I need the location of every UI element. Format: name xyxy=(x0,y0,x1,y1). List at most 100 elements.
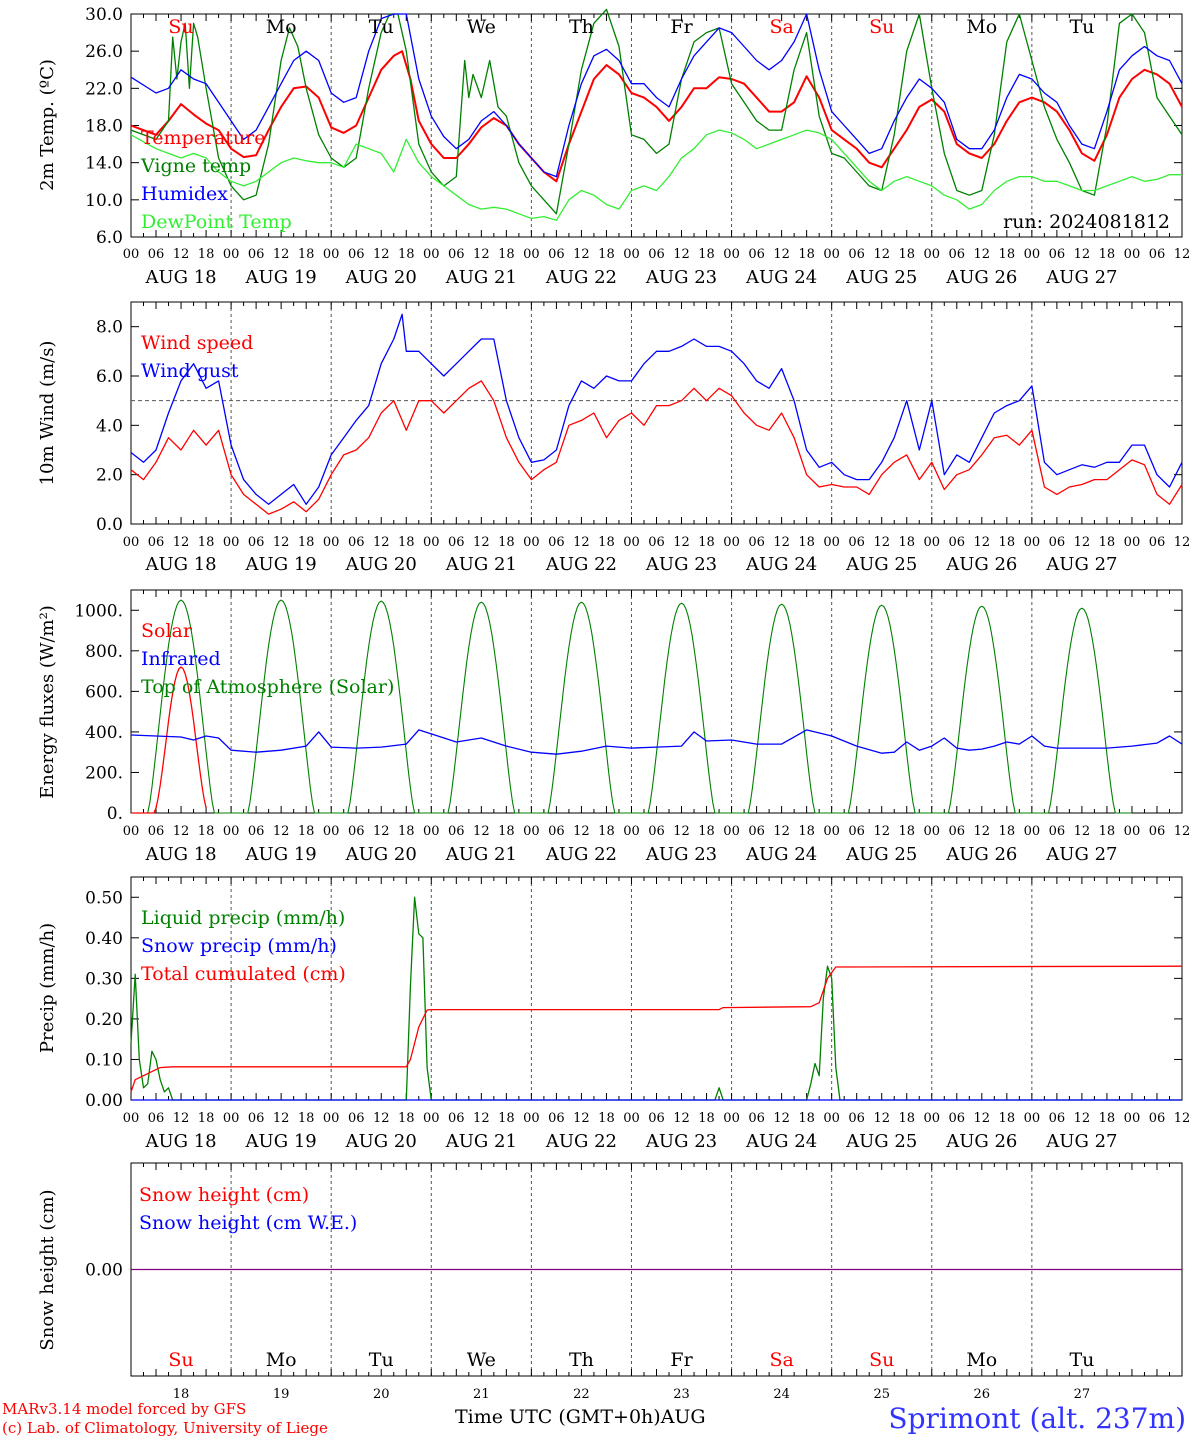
date-label: AUG 20 xyxy=(345,554,417,575)
hour-tick-label: 12 xyxy=(1074,1111,1091,1126)
y-axis-label: Snow height (cm) xyxy=(37,1189,58,1350)
hour-tick-label: 12 xyxy=(373,247,390,262)
hour-tick-label: 00 xyxy=(1024,824,1041,839)
hour-tick-label: 18 xyxy=(898,247,915,262)
weekday-label-bottom: Fr xyxy=(670,1349,693,1371)
legend-entry: Wind gust xyxy=(141,360,239,382)
x-axis-title: Time UTC (GMT+0h)AUG xyxy=(455,1406,706,1428)
hour-tick-label: 12 xyxy=(673,1111,690,1126)
hour-tick-label: 18 xyxy=(498,535,515,550)
series-line-temperature xyxy=(130,50,1183,183)
hour-tick-label: 06 xyxy=(848,247,865,262)
y-tick-label: 14.0 xyxy=(85,154,123,174)
weekday-label-bottom: Tu xyxy=(369,1349,394,1371)
weekday-label-bottom: Mo xyxy=(266,1349,297,1371)
date-label: AUG 25 xyxy=(845,267,917,288)
hour-tick-label: 18 xyxy=(698,247,715,262)
plot-frame xyxy=(130,589,1183,814)
hour-tick-label: 06 xyxy=(148,535,165,550)
weekday-label-bottom: Tu xyxy=(1069,1349,1094,1371)
y-tick-label: 0.30 xyxy=(85,969,123,989)
hour-tick-label: 18 xyxy=(798,247,815,262)
y-tick-label: 0.20 xyxy=(85,1010,123,1030)
hour-tick-label: 00 xyxy=(823,1111,840,1126)
y-tick-label: 200. xyxy=(85,763,123,783)
y-tick-label: 10.0 xyxy=(85,191,123,211)
hour-tick-label: 18 xyxy=(1099,1111,1116,1126)
series-line-liquid-precip-mm-h- xyxy=(130,896,1182,1101)
hour-tick-label: 18 xyxy=(898,535,915,550)
date-label: AUG 21 xyxy=(445,554,517,575)
hour-tick-label: 12 xyxy=(1174,824,1191,839)
day-number: 20 xyxy=(373,1387,390,1402)
hour-tick-label: 12 xyxy=(1074,247,1091,262)
legend-entry: Vigne temp xyxy=(140,155,251,177)
hour-tick-label: 12 xyxy=(373,535,390,550)
hour-tick-label: 18 xyxy=(999,1111,1016,1126)
date-label: AUG 22 xyxy=(545,554,617,575)
hour-tick-label: 06 xyxy=(748,247,765,262)
hour-tick-label: 06 xyxy=(1049,247,1066,262)
y-tick-label: 26.0 xyxy=(85,42,123,62)
date-label: AUG 27 xyxy=(1045,844,1117,865)
panel-4: 0.00 0.10 0.20 0.30 0.40 0.50 Precip (mm/h) 00 0… xyxy=(37,876,1190,1152)
hour-tick-label: 12 xyxy=(974,247,991,262)
date-label: AUG 25 xyxy=(845,1131,917,1152)
weekday-label-top: Su xyxy=(168,16,193,38)
hour-tick-label: 00 xyxy=(923,535,940,550)
hour-tick-label: 12 xyxy=(573,535,590,550)
hour-ticks xyxy=(130,877,1183,1100)
hour-tick-label: 12 xyxy=(873,824,890,839)
day-number: 21 xyxy=(473,1387,490,1402)
date-label: AUG 22 xyxy=(545,1131,617,1152)
hour-tick-label: 12 xyxy=(974,824,991,839)
hour-tick-label: 06 xyxy=(448,1111,465,1126)
y-tick-label: 0.40 xyxy=(85,929,123,949)
hour-tick-label: 06 xyxy=(348,1111,365,1126)
y-tick-label: 600. xyxy=(85,682,123,702)
date-label: AUG 21 xyxy=(445,844,517,865)
y-tick-label: 0.00 xyxy=(85,1091,123,1111)
hour-tick-label: 18 xyxy=(598,535,615,550)
hour-tick-label: 06 xyxy=(448,824,465,839)
series-line-vigne-temp xyxy=(130,8,1183,215)
y-axis-label: 10m Wind (m/s) xyxy=(37,341,58,486)
weekday-label-top: Tu xyxy=(1069,16,1094,38)
model-credit: MARv3.14 model forced by GFS xyxy=(2,1400,247,1418)
hour-tick-label: 18 xyxy=(898,824,915,839)
station-name: Sprimont (alt. 237m) xyxy=(888,1402,1186,1435)
hour-tick-label: 06 xyxy=(348,535,365,550)
hour-tick-label: 00 xyxy=(623,824,640,839)
y-tick-label: 4.0 xyxy=(96,416,123,436)
date-label: AUG 18 xyxy=(144,554,216,575)
hour-tick-label: 06 xyxy=(949,1111,966,1126)
x-axis-label: Time UTC (GMT+0h) xyxy=(455,1406,661,1428)
date-label: AUG 26 xyxy=(945,1131,1017,1152)
y-axis-label: Energy fluxes (W/m²) xyxy=(37,605,58,799)
hour-tick-label: 12 xyxy=(273,824,290,839)
weekday-label-bottom: We xyxy=(467,1349,496,1371)
date-label: AUG 20 xyxy=(345,1131,417,1152)
date-label: AUG 23 xyxy=(645,1131,717,1152)
y-axis-label: 2m Temp. (ºC) xyxy=(37,59,58,191)
y-tick-label: 22.0 xyxy=(85,79,123,99)
hour-tick-label: 12 xyxy=(773,247,790,262)
legend-entry: Infrared xyxy=(141,648,221,670)
weekday-label-bottom: Su xyxy=(869,1349,894,1371)
date-label: AUG 24 xyxy=(745,1131,817,1152)
hour-tick-label: 00 xyxy=(723,824,740,839)
hour-tick-label: 18 xyxy=(198,1111,215,1126)
hour-tick-label: 00 xyxy=(623,535,640,550)
weekday-label-bottom: Sa xyxy=(769,1349,793,1371)
hour-tick-label: 06 xyxy=(1049,535,1066,550)
plot-frame xyxy=(130,301,1183,525)
hour-tick-label: 12 xyxy=(173,824,190,839)
y-tick-label: 800. xyxy=(85,642,123,662)
hour-tick-label: 06 xyxy=(949,535,966,550)
hour-tick-label: 12 xyxy=(573,824,590,839)
hour-tick-label: 18 xyxy=(498,1111,515,1126)
hour-tick-label: 12 xyxy=(273,247,290,262)
legend-entry: Wind speed xyxy=(141,332,253,354)
y-tick-label: 6.0 xyxy=(96,367,123,387)
hour-ticks xyxy=(130,302,1183,524)
